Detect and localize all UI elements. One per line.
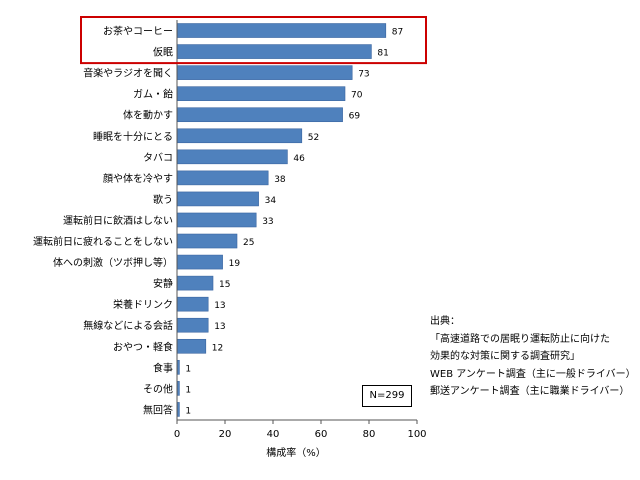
category-label: おやつ・軽食 <box>113 340 173 353</box>
category-label: 食事 <box>153 361 173 374</box>
x-tick-label: 100 <box>407 429 426 440</box>
category-label: 体を動かす <box>123 109 173 122</box>
category-label: 安静 <box>153 277 173 290</box>
bar <box>176 149 288 165</box>
data-label: 1 <box>185 364 191 374</box>
bar <box>176 65 353 80</box>
sample-size-label: N=299 <box>369 390 405 401</box>
data-label: 15 <box>219 280 230 290</box>
source-line: WEB アンケート調査（主に一般ドライバー） <box>430 368 636 380</box>
data-label: 73 <box>358 70 369 80</box>
category-label: 運転前日に飲酒はしない <box>63 214 173 227</box>
sample-size-box: N=299 <box>362 385 412 407</box>
data-label: 1 <box>185 385 191 395</box>
category-label: 栄養ドリンク <box>113 298 173 311</box>
axis-layer: お茶やコーヒー仮眠音楽やラジオを聞くガム・飴体を動かす睡眠を十分にとるタバコ顔や… <box>33 16 427 440</box>
category-label: 顔や体を冷やす <box>103 172 173 185</box>
category-label: 睡眠を十分にとる <box>93 130 173 143</box>
bar <box>176 107 343 123</box>
data-label: 1 <box>185 406 191 416</box>
category-label: 音楽やラジオを聞く <box>83 67 173 80</box>
data-label: 33 <box>262 217 273 227</box>
category-label: 体への刺激（ツボ押し等） <box>53 256 173 269</box>
x-axis-title: 構成率（%） <box>266 446 326 459</box>
data-label: 87 <box>392 28 403 38</box>
category-label: 仮眠 <box>153 46 173 59</box>
bar <box>176 317 209 333</box>
data-label: 70 <box>351 91 363 101</box>
source-line: 出典： <box>430 316 460 327</box>
category-label: その他 <box>143 382 173 395</box>
bar <box>176 23 387 38</box>
data-label: 69 <box>349 112 361 122</box>
x-tick-label: 60 <box>315 429 328 440</box>
category-label: 歌う <box>153 193 173 206</box>
category-label: タバコ <box>143 152 173 164</box>
data-label: 13 <box>214 301 225 311</box>
data-label: 13 <box>214 322 225 332</box>
x-tick-label: 40 <box>267 429 280 440</box>
bar <box>176 128 303 144</box>
bar <box>176 338 207 354</box>
bar <box>176 170 269 186</box>
bar <box>176 275 214 291</box>
bar <box>176 44 372 59</box>
source-line: 効果的な対策に関する調査研究」 <box>430 351 580 362</box>
data-label: 81 <box>377 49 388 59</box>
source-note: 出典： 「高速道路での居眠り運転防止に向けた 効果的な対策に関する調査研究」 W… <box>430 313 636 401</box>
bar <box>176 212 257 228</box>
data-label: 46 <box>293 154 305 164</box>
bar <box>176 191 259 207</box>
data-label: 52 <box>308 133 319 143</box>
bar <box>176 233 238 249</box>
data-label: 25 <box>243 238 254 248</box>
highlight-box <box>80 16 427 65</box>
data-label: 12 <box>212 343 223 353</box>
category-label: 無線などによる会話 <box>83 319 173 332</box>
x-tick-label: 20 <box>219 429 232 440</box>
source-line: 「高速道路での居眠り運転防止に向けた <box>430 333 610 345</box>
x-tick-label: 0 <box>174 429 180 440</box>
source-line: 郵送アンケート調査（主に職業ドライバー） <box>430 386 630 397</box>
data-label: 34 <box>265 196 277 206</box>
category-label: 無回答 <box>143 403 173 416</box>
category-label: ガム・飴 <box>133 88 173 101</box>
bar <box>176 254 223 270</box>
bar <box>176 296 209 312</box>
x-tick-label: 80 <box>363 429 376 440</box>
data-label: 38 <box>274 175 286 185</box>
category-label: お茶やコーヒー <box>103 25 173 38</box>
category-label: 運転前日に疲れることをしない <box>33 235 173 248</box>
bar <box>176 86 346 101</box>
data-label: 19 <box>229 259 241 269</box>
